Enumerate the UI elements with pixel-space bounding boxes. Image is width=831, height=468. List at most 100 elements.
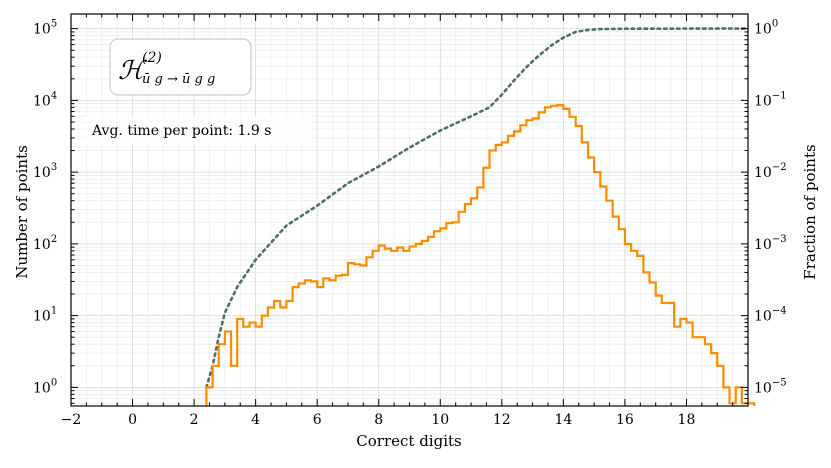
histogram-bin [422,241,428,406]
histogram-bin [237,319,243,406]
histogram-bin [508,136,514,406]
histogram-bin [557,105,563,406]
y-tick-label-right: 10−3 [754,234,787,253]
histogram-bin [293,287,299,406]
formula-superscript: (2) [142,50,162,66]
y-tick-label-right: 10−1 [754,90,787,109]
histogram-bin [379,245,385,406]
y-tick-label-left: 105 [33,19,57,38]
histogram-bin [360,265,366,406]
y-tick-label-right: 10−2 [754,162,787,181]
y-tick-label-right-exponent: −2 [772,162,787,173]
histogram-bin [410,246,416,406]
x-tick-label: 8 [374,412,383,428]
histogram-bin [723,387,729,406]
y-tick-label-right: 100 [754,19,778,38]
y-axis-left-title: Number of points [13,145,31,279]
x-tick-label: 12 [493,412,511,428]
y-tick-label-right-exponent: −5 [772,377,787,388]
y-tick-label-left: 104 [33,90,57,109]
x-tick-label: 10 [431,412,449,428]
histogram-bin [342,275,348,406]
histogram-bin [545,107,551,406]
histogram-bin [465,204,471,406]
histogram-bin [514,131,520,406]
histogram-bin [440,228,446,406]
histogram-bin [274,301,280,406]
histogram-bin [570,117,576,406]
histogram-bin [668,303,674,406]
histogram-bin [280,307,286,406]
histogram-bin [428,237,434,406]
histogram-bin [397,248,403,406]
histogram-bin [520,125,526,406]
y-tick-label-left-exponent: 5 [51,19,57,30]
histogram-bin [496,145,502,406]
histogram-bin [299,284,305,406]
y-tick-label-left: 103 [33,162,57,181]
histogram-bin [336,276,342,406]
y-tick-label-right: 10−4 [754,306,787,325]
histogram-bin [256,327,262,406]
histogram-bin [502,142,508,406]
histogram-step-line [205,104,756,406]
histogram-bin [373,251,379,406]
histogram-bin [563,109,569,406]
y-tick-label-left-exponent: 3 [51,162,57,173]
histogram-bin [662,303,668,406]
histogram-bin [526,120,532,406]
histogram-bin [446,223,452,406]
x-tick-label: 6 [313,412,322,428]
histogram-bin [736,387,742,406]
histogram-bin [416,244,422,406]
histogram-bin [631,251,637,406]
histogram-bin [643,272,649,406]
histogram-bin [231,366,237,406]
histogram-bin [243,327,249,406]
histogram-bin [613,217,619,406]
histogram-bin [311,281,317,406]
annotation-background [86,116,312,144]
histogram-bin [268,307,274,406]
y-tick-label-left: 102 [33,234,57,253]
y-tick-label-right-exponent: −3 [772,234,787,245]
formula-symbol: ℋ [118,56,148,86]
histogram-bin [403,251,409,406]
histogram-bin [354,264,360,406]
x-tick-label: −2 [61,412,82,428]
y-axis-right-title: Fraction of points [801,144,819,279]
cumulative-line [205,27,750,389]
histogram-bin [600,187,606,406]
y-tick-label-left-exponent: 1 [51,306,57,317]
histogram-bin [680,319,686,406]
histogram-bin [225,332,231,406]
y-tick-label-left-exponent: 2 [51,234,57,245]
histogram-bin [594,172,600,406]
histogram-bin [213,366,219,406]
annotation-text: Avg. time per point: 1.9 s [91,123,271,139]
x-axis: −2 0 2 4 6 8 10 12 14 16 18 [61,14,749,428]
histogram-bin [674,327,680,406]
y-tick-label-right-exponent: −1 [772,90,787,101]
histogram-bin [219,344,225,406]
histogram-bin [391,251,397,406]
x-tick-label: 4 [251,412,260,428]
histogram-bin [606,201,612,406]
y-tick-label-left: 101 [33,306,57,325]
histogram-bin [582,142,588,406]
histogram-bin [385,249,391,406]
y-tick-label-right: 10−5 [754,377,787,396]
histogram-bin [262,316,268,406]
histogram-bin [366,257,372,406]
histogram-bin [637,256,643,406]
y-tick-label-left-exponent: 4 [51,90,57,101]
y-tick-label-right-exponent: −4 [772,306,787,317]
x-tick-label: 2 [190,412,199,428]
histogram-bin [477,188,483,406]
histogram-bin [471,198,477,406]
histogram-bin [686,323,692,406]
formula-box: ℋ (2) ū g → ū g g [109,38,252,96]
histogram-bin [249,323,255,406]
